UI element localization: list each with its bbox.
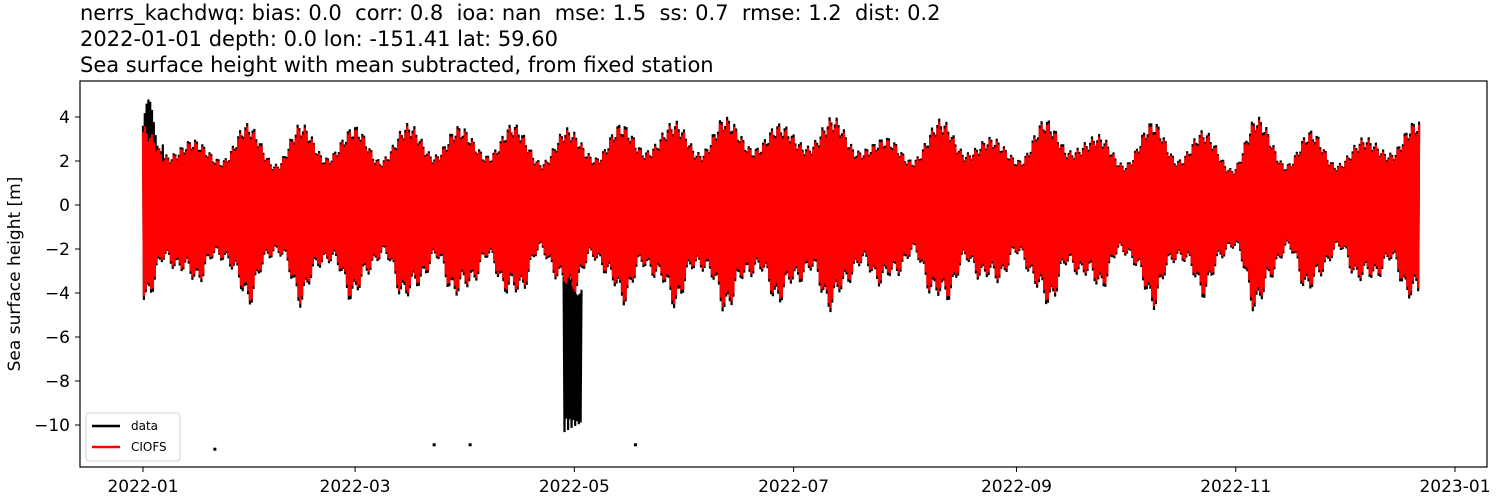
y-tick-label: −10 (34, 416, 70, 436)
x-tick-label: 2022-03 (320, 477, 391, 497)
y-tick-label: −2 (45, 240, 70, 260)
x-tick-label: 2022-09 (981, 477, 1052, 497)
x-axis: 2022-01 2022-03 2022-05 2022-07 2022-09 2022-… (107, 467, 1491, 497)
title-stats-line: nerrs_kachdwq: bias: 0.0 corr: 0.8 ioa: … (80, 1, 941, 25)
series-data-outlier-burst (562, 273, 583, 433)
y-tick-label: −4 (45, 284, 70, 304)
legend-data-label: data (131, 419, 158, 433)
axes-frame (79, 80, 1488, 468)
y-axis-label: Sea surface height [m] (5, 177, 25, 372)
data-outlier-point (468, 443, 472, 447)
y-tick-label: −8 (45, 372, 70, 392)
y-axis: 4 2 0 −2 −4 −6 −8 −10 (34, 108, 80, 436)
data-outlier-point (213, 447, 217, 451)
chart-title: nerrs_kachdwq: bias: 0.0 corr: 0.8 ioa: … (80, 0, 940, 78)
x-tick-label: 2022-11 (1200, 477, 1271, 497)
legend-ciofs-label: CIOFS (131, 440, 167, 454)
x-tick-label: 2022-01 (107, 477, 178, 497)
data-outlier-point (432, 443, 436, 447)
x-tick-label: 2022-05 (539, 477, 610, 497)
title-location-line: 2022-01-01 depth: 0.0 lon: -151.41 lat: … (80, 27, 558, 51)
x-tick-label: 2022-07 (758, 477, 829, 497)
plot-area (141, 99, 1421, 451)
x-tick-label: 2023-01 (1419, 477, 1490, 497)
title-description-line: Sea surface height with mean subtracted,… (80, 53, 714, 77)
data-outlier-point (633, 443, 637, 447)
legend: data CIOFS (85, 412, 181, 462)
series-ciofs-line (141, 120, 1421, 309)
y-tick-label: 4 (59, 108, 70, 128)
y-tick-label: 0 (59, 196, 70, 216)
y-tick-label: −6 (45, 328, 70, 348)
y-tick-label: 2 (59, 152, 70, 172)
